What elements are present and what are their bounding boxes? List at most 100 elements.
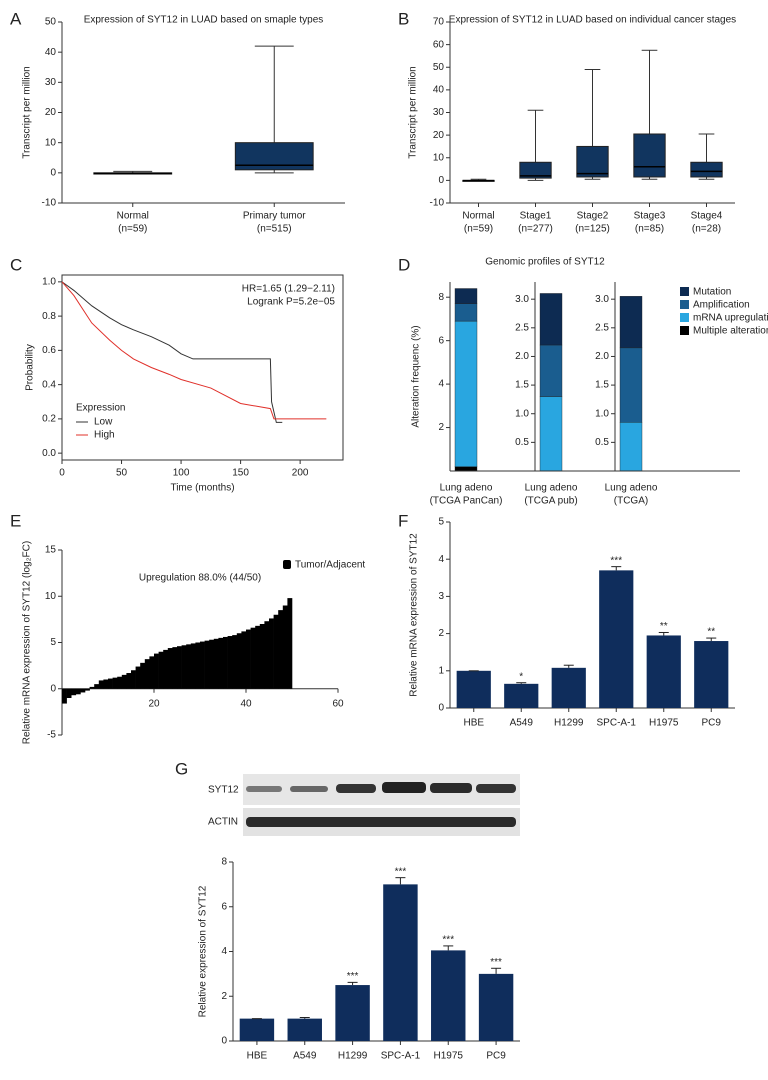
bar: [167, 648, 173, 689]
y-tick-label: 0: [221, 1036, 227, 1047]
bar: [154, 653, 159, 689]
bar: [456, 670, 491, 708]
bar: [80, 688, 86, 693]
y-tick-label: 0.4: [42, 379, 56, 390]
x-tick-label: PC9: [702, 718, 722, 729]
legend-swatch: [283, 560, 291, 569]
bar-segment: [619, 422, 643, 472]
x-tick-label: Stage4: [691, 211, 723, 222]
y-tick-label: 1: [438, 665, 444, 676]
bar-segment: [454, 320, 478, 467]
bar: [71, 688, 77, 696]
annotation: Upregulation 88.0% (44/50): [139, 573, 261, 584]
bar: [250, 627, 256, 689]
y-tick-label: 40: [433, 85, 445, 96]
y-axis-label: Transcript per million: [22, 66, 33, 158]
x-tick-label: (TCGA): [614, 496, 648, 507]
bar: [383, 884, 418, 1041]
bar: [149, 656, 155, 689]
legend-swatch: [680, 313, 689, 322]
bar: [478, 973, 514, 1041]
legend-swatch: [680, 326, 689, 335]
x-tick-label: SPC-A-1: [597, 718, 637, 729]
y-tick-label: 10: [45, 591, 57, 602]
y-tick-label: 3.0: [515, 294, 529, 305]
y-tick-label: 20: [433, 130, 445, 141]
y-tick-label: 2.0: [515, 351, 529, 362]
x-tick-label: 0: [59, 468, 65, 479]
legend-label: Tumor/Adjacent: [295, 560, 365, 571]
x-tick-label: 50: [116, 468, 128, 479]
bar-segment: [619, 347, 643, 423]
blot-strip: [243, 774, 520, 805]
bar: [551, 667, 586, 708]
y-axis-label: Relative mRNA expression of SYT12: [409, 533, 420, 697]
bar: [140, 662, 146, 689]
bar: [98, 680, 104, 689]
legend-label: Amplification: [693, 300, 750, 311]
y-tick-label: 0.5: [515, 437, 529, 448]
y-tick-label: -10: [430, 198, 445, 209]
bar-segment: [539, 344, 563, 397]
y-tick-label: 30: [45, 77, 57, 88]
y-tick-label: 8: [221, 857, 227, 868]
bar: [287, 598, 293, 689]
panel-letter: A: [10, 9, 22, 28]
x-tick-label: (n=515): [257, 224, 292, 235]
y-tick-label: 10: [45, 137, 57, 148]
y-tick-label: 8: [438, 292, 444, 303]
panel-letter: C: [10, 255, 22, 274]
bar-segment: [539, 293, 563, 346]
y-tick-label: 50: [433, 62, 445, 73]
x-tick-label: Normal: [462, 211, 494, 222]
chart-title: Genomic profiles of SYT12: [485, 257, 605, 268]
bar-segment: [454, 303, 478, 322]
y-tick-label: 2.5: [515, 322, 529, 333]
significance: ***: [442, 935, 454, 946]
bar: [694, 641, 729, 708]
y-tick-label: 60: [433, 39, 445, 50]
x-tick-label: 150: [232, 468, 249, 479]
bar: [135, 666, 141, 689]
x-tick-label: (n=59): [118, 224, 147, 235]
bar: [121, 674, 127, 689]
x-tick-label: 200: [292, 468, 309, 479]
x-axis-label: Time (months): [170, 483, 234, 494]
bar: [646, 635, 681, 708]
bar: [259, 624, 265, 689]
bar: [278, 610, 284, 689]
blot-band: [336, 784, 376, 793]
x-tick-label: Stage1: [520, 211, 552, 222]
y-tick-label: 4: [438, 554, 444, 565]
y-tick-label: 0: [438, 703, 444, 714]
bar: [108, 678, 113, 689]
bar: [112, 677, 118, 689]
bar: [335, 985, 370, 1041]
bar-segment: [539, 396, 563, 472]
y-axis-label: Probability: [25, 344, 36, 391]
bar: [246, 629, 251, 689]
bar: [181, 645, 187, 689]
y-tick-label: 0: [50, 167, 56, 178]
y-tick-label: 4: [221, 946, 227, 957]
bar: [144, 659, 150, 689]
y-tick-label: -5: [47, 730, 56, 741]
bar: [89, 686, 95, 689]
bar-segment: [619, 296, 643, 349]
y-tick-label: 40: [45, 47, 57, 58]
y-tick-label: 3.0: [595, 294, 609, 305]
bar: [282, 605, 288, 689]
significance: **: [660, 621, 668, 632]
survival-curve: [61, 281, 327, 420]
panel-letter: B: [398, 9, 409, 28]
x-tick-label: Stage2: [577, 211, 609, 222]
bar: [236, 633, 242, 689]
y-tick-label: 2: [221, 991, 227, 1002]
blot-band: [246, 817, 516, 827]
y-tick-label: 50: [45, 17, 57, 28]
bar: [264, 621, 270, 689]
x-tick-label: Stage3: [634, 211, 666, 222]
y-tick-label: 0.2: [42, 414, 56, 425]
box: [576, 145, 609, 178]
legend-label: mRNA upregulation: [693, 313, 768, 324]
